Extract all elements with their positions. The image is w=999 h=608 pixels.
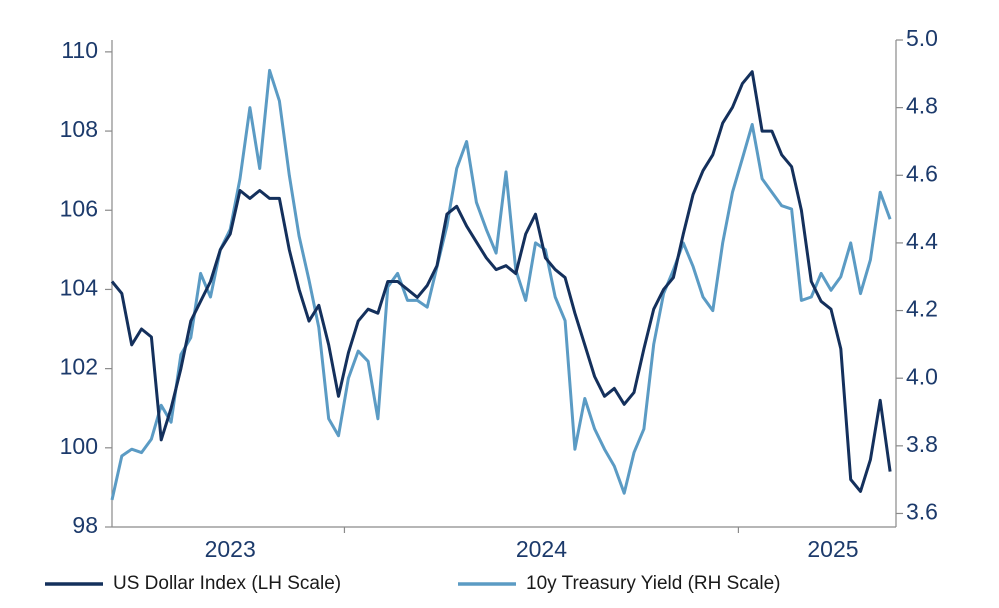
x-tick-label: 2024 [516, 536, 567, 562]
y2-tick-label: 4.4 [906, 228, 938, 254]
y-tick-label: 108 [60, 116, 98, 142]
y-tick-label: 102 [60, 354, 98, 380]
x-tick-label: 2023 [205, 536, 256, 562]
legend-label: US Dollar Index (LH Scale) [113, 573, 341, 594]
y2-tick-label: 4.8 [906, 93, 938, 119]
y2-tick-label: 3.6 [906, 499, 938, 525]
y-tick-label: 106 [60, 195, 98, 221]
y2-tick-label: 4.6 [906, 160, 938, 186]
y-tick-label: 98 [72, 512, 98, 538]
y2-tick-label: 5.0 [906, 25, 938, 51]
y-tick-label: 104 [60, 275, 99, 301]
series-line [110, 68, 892, 501]
y2-tick-label: 4.2 [906, 296, 938, 322]
y-tick-label: 110 [61, 37, 98, 63]
y2-tick-label: 3.8 [906, 431, 938, 457]
y-tick-label: 100 [60, 433, 98, 459]
x-tick-label: 2025 [807, 536, 858, 562]
legend-label: 10y Treasury Yield (RH Scale) [526, 573, 781, 594]
y2-tick-label: 4.0 [906, 363, 938, 389]
series-line [110, 70, 892, 493]
